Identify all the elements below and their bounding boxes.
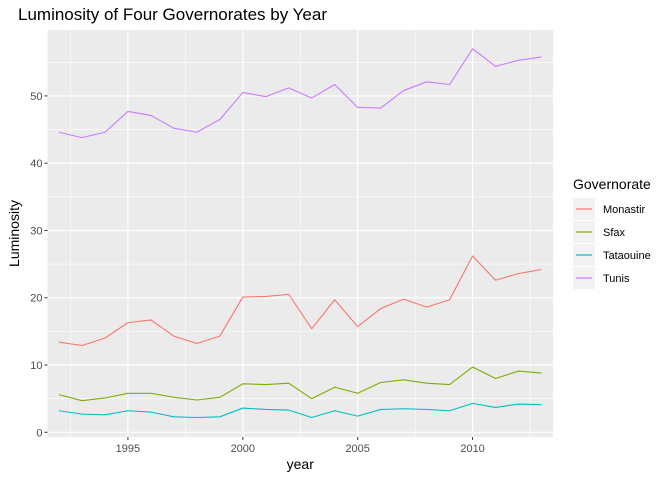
series-line-monastir [58, 255, 542, 347]
series-lines [58, 48, 542, 419]
x-axis-title: year [287, 456, 315, 472]
legend-title: Governorate [573, 176, 651, 192]
y-tick-label: 30 [30, 225, 42, 237]
minor-gridlines [47, 30, 553, 437]
x-tick-label: 2005 [345, 443, 369, 455]
legend-label: Tataouine [603, 250, 651, 262]
y-axis: 0 10 20 30 40 50 [30, 91, 48, 439]
y-tick-label: 20 [30, 293, 42, 305]
chart-title: Luminosity of Four Governorates by Year [18, 5, 327, 24]
legend-label: Tunis [603, 273, 630, 285]
y-tick-label: 0 [36, 427, 42, 439]
x-tick-label: 1995 [116, 443, 140, 455]
major-gridlines [47, 30, 553, 437]
x-tick-label: 2010 [460, 443, 484, 455]
legend-label: Sfax [603, 227, 626, 239]
x-axis: 1995 2000 2005 2010 [116, 437, 485, 455]
series-line-sfax [58, 366, 542, 402]
legend-label: Monastir [603, 204, 646, 216]
series-line-tunis [58, 48, 542, 139]
y-tick-label: 50 [30, 91, 42, 103]
y-axis-title: Luminosity [6, 200, 22, 267]
y-tick-label: 40 [30, 158, 42, 170]
y-tick-label: 10 [30, 360, 42, 372]
series-line-tataouine [58, 402, 542, 419]
legend: Governorate Monastir Sfax Tataouine Tunis [573, 176, 651, 289]
legend-keys: Monastir Sfax Tataouine Tunis [573, 198, 651, 289]
x-tick-label: 2000 [231, 443, 255, 455]
